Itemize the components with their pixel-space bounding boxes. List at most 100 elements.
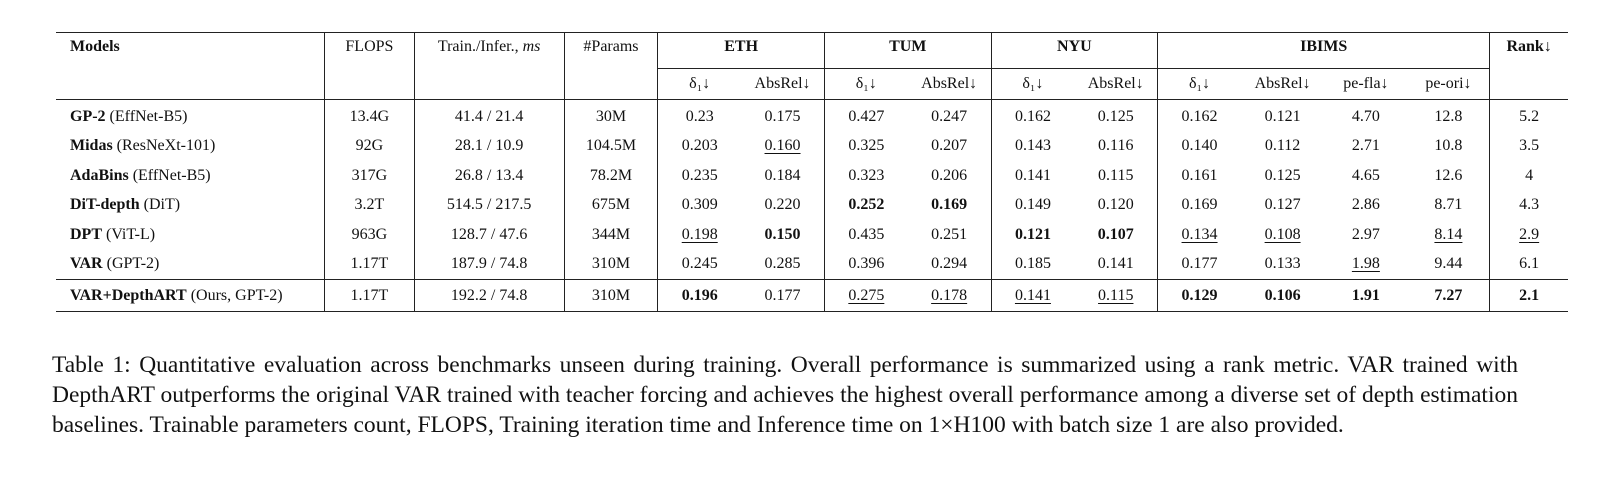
ibims-pe-fla-cell: 2.97 [1351, 225, 1380, 243]
model-name: DiT-depth [70, 196, 140, 214]
second-best-value: 0.108 [1264, 225, 1301, 243]
rank-cell: 2.1 [1489, 279, 1568, 312]
flops-cell: 963G [324, 220, 415, 250]
tum-absrel-cell: 0.178 [907, 279, 992, 312]
best-value: 0.107 [1097, 225, 1134, 243]
header-ibims-delta1: δ₁↓ [1157, 68, 1241, 100]
rank-cell: 4.3 [1489, 190, 1568, 220]
ibims-absrel-cell: 0.133 [1264, 255, 1301, 273]
ibims-delta1-cell: 0.162 [1157, 99, 1241, 132]
model-backbone: (ViT-L) [102, 225, 156, 243]
params-cell: 104.5M [563, 131, 658, 161]
best-value: 2.1 [1519, 286, 1540, 304]
tum-delta1-cell: 0.427 [823, 99, 908, 132]
flops-cell: 1.17T [324, 249, 415, 280]
ibims-pe-fla-cell: 4.65 [1351, 166, 1380, 184]
ibims-absrel-cell: 0.125 [1264, 166, 1301, 184]
model-cell: AdaBins (EffNet-B5) [56, 161, 325, 191]
tum-delta1-cell: 0.435 [823, 220, 908, 250]
time-cell: 514.5 / 217.5 [413, 190, 565, 220]
best-value: 0.169 [931, 196, 968, 214]
ibims-absrel-cell: 0.121 [1264, 107, 1301, 125]
best-value: 0.129 [1181, 286, 1218, 304]
eth-delta1-cell: 0.235 [657, 161, 742, 191]
nyu-absrel-cell: 0.120 [1097, 196, 1134, 214]
table-row: GP-2 (EffNet-B5) 13.4G 41.4 / 21.4 30M 0… [56, 99, 1568, 132]
ibims-pe-ori-cell: 9.44 [1434, 255, 1463, 273]
table-row: DPT (ViT-L) 963G 128.7 / 47.6 344M 0.198… [56, 220, 1568, 250]
flops-cell: 92G [324, 131, 415, 161]
best-value: 7.27 [1434, 286, 1463, 304]
model-name: VAR [70, 255, 103, 273]
eth-absrel-cell: 0.175 [764, 107, 801, 125]
second-best-value: 0.115 [1098, 286, 1134, 304]
second-best-value: 0.134 [1181, 225, 1218, 243]
rank-cell: 6.1 [1489, 249, 1568, 280]
header-group-nyu: NYU [990, 32, 1158, 69]
header-row-groups: Models FLOPS Train./Infer., ms #Params E… [56, 32, 1568, 100]
second-best-value: 0.160 [764, 137, 801, 155]
nyu-absrel-cell: 0.115 [1074, 279, 1158, 312]
eth-delta1-cell: 0.245 [657, 249, 742, 280]
second-best-value: 0.178 [931, 286, 968, 304]
ibims-pe-ori-cell: 8.14 [1408, 220, 1490, 250]
header-group-eth: ETH [657, 32, 825, 69]
tum-delta1-cell: 0.325 [823, 131, 908, 161]
model-name: Midas [70, 137, 113, 155]
rank-cell: 3.5 [1489, 131, 1568, 161]
ibims-delta1-cell: 0.129 [1157, 279, 1241, 312]
model-name: AdaBins [70, 166, 129, 184]
eth-absrel-cell: 0.177 [741, 279, 825, 312]
ibims-absrel-cell: 0.106 [1240, 279, 1325, 312]
ibims-pe-fla-cell: 2.71 [1351, 137, 1380, 155]
header-nyu-delta1: δ₁↓ [990, 68, 1075, 100]
nyu-delta1-cell: 0.121 [990, 220, 1075, 250]
header-ibims-pe-ori: pe-ori↓ [1425, 75, 1472, 92]
tum-delta1-cell: 0.323 [823, 161, 908, 191]
params-cell: 344M [563, 220, 658, 250]
table-row-ours: VAR+DepthART (Ours, GPT-2) 1.17T 192.2 /… [56, 279, 1568, 312]
header-models: Models [70, 38, 120, 55]
best-value: 1.91 [1351, 286, 1380, 304]
ibims-pe-ori-cell: 8.71 [1434, 196, 1463, 214]
ibims-pe-ori-cell: 12.8 [1434, 107, 1463, 125]
nyu-delta1-cell: 0.149 [990, 190, 1075, 220]
ibims-pe-fla-cell: 4.70 [1351, 107, 1380, 125]
ibims-absrel-cell: 0.108 [1241, 220, 1324, 250]
table-row: AdaBins (EffNet-B5) 317G 26.8 / 13.4 78.… [56, 161, 1568, 191]
tum-absrel-cell: 0.206 [931, 166, 968, 184]
eth-absrel-cell: 0.160 [741, 132, 824, 162]
flops-cell: 13.4G [324, 99, 415, 132]
model-cell: DPT (ViT-L) [56, 220, 325, 250]
header-train-infer-label: Train./Infer., [437, 38, 523, 55]
nyu-delta1-cell: 0.185 [990, 249, 1075, 280]
eth-absrel-cell: 0.220 [764, 196, 801, 214]
best-value: 0.106 [1264, 286, 1301, 304]
eth-absrel-cell: 0.285 [764, 255, 801, 273]
model-cell: VAR+DepthART (Ours, GPT-2) [56, 279, 325, 312]
tum-absrel-cell: 0.251 [931, 225, 968, 243]
time-cell: 41.4 / 21.4 [413, 99, 565, 132]
model-name: VAR+DepthART [70, 286, 187, 304]
eth-absrel-cell: 0.184 [764, 166, 801, 184]
header-tum-delta1: δ₁↓ [823, 68, 908, 100]
params-cell: 30M [563, 99, 658, 132]
results-table: Models FLOPS Train./Infer., ms #Params E… [56, 32, 1568, 312]
params-cell: 310M [563, 249, 658, 280]
header-group-tum: TUM [823, 32, 992, 69]
eth-delta1-cell: 0.309 [657, 190, 742, 220]
rank-cell: 2.9 [1489, 220, 1568, 250]
nyu-delta1-cell: 0.143 [990, 131, 1075, 161]
ibims-delta1-cell: 0.140 [1157, 131, 1241, 161]
model-cell: Midas (ResNeXt-101) [56, 132, 325, 162]
eth-delta1-cell: 0.196 [657, 279, 742, 312]
tum-absrel-cell: 0.207 [931, 137, 968, 155]
header-tum-absrel: AbsRel↓ [921, 75, 978, 92]
header-ibims-absrel: AbsRel↓ [1254, 75, 1311, 92]
ibims-delta1-cell: 0.177 [1157, 249, 1241, 280]
nyu-absrel-cell: 0.125 [1097, 107, 1134, 125]
flops-cell: 1.17T [324, 279, 415, 312]
model-cell: VAR (GPT-2) [56, 250, 325, 280]
nyu-absrel-cell: 0.116 [1098, 137, 1134, 155]
